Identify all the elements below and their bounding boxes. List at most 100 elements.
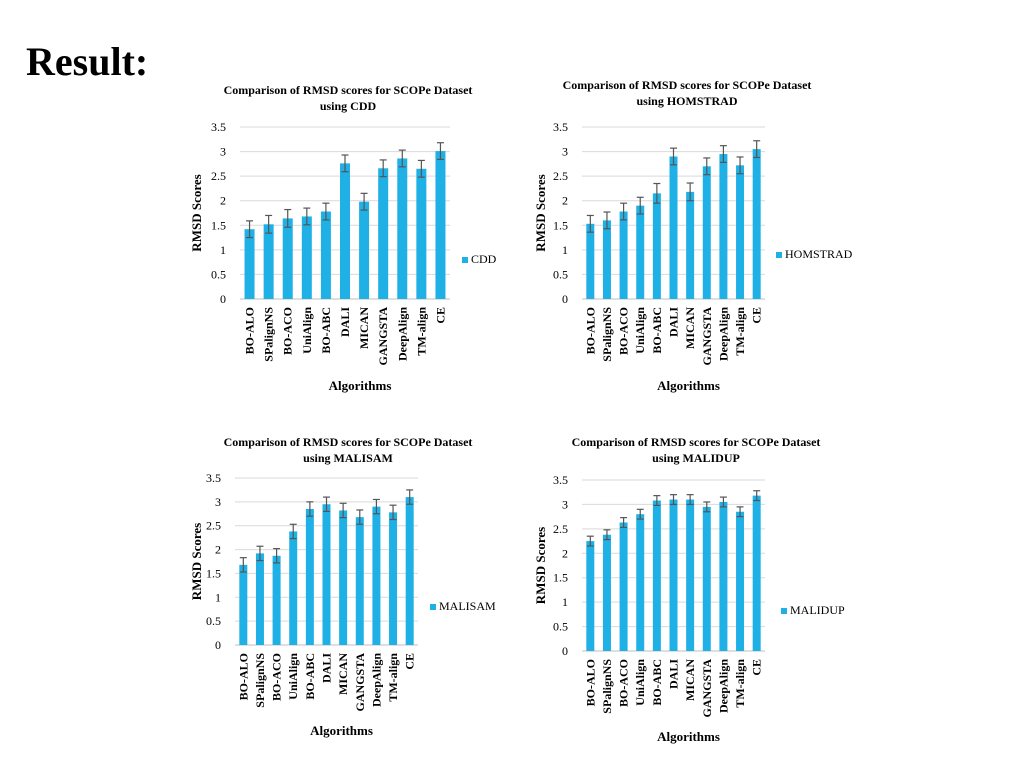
chart-title: Comparison of RMSD scores for SCOPe Data… [224, 83, 473, 97]
x-tick-label: BO-ABC [303, 653, 317, 700]
x-tick-label: BO-ACO [617, 659, 631, 707]
x-tick-label: DeepAlign [395, 307, 409, 361]
bar [255, 553, 264, 645]
y-tick-label: 3 [562, 497, 568, 511]
y-tick-label: 2 [215, 543, 221, 557]
y-tick-label: 0.5 [206, 614, 221, 628]
legend-swatch [776, 252, 782, 258]
x-tick-label: CE [750, 307, 764, 324]
y-tick-label: 0.5 [211, 267, 226, 281]
x-tick-label: CE [750, 659, 764, 676]
x-axis-label: Algorithms [310, 723, 373, 738]
x-tick-label: BO-ABC [650, 307, 664, 354]
bar [652, 500, 661, 651]
y-tick-label: 1.5 [206, 566, 221, 580]
bar [244, 229, 255, 299]
chart-subtitle: using CDD [320, 99, 377, 113]
bar [355, 517, 364, 645]
y-tick-label: 1 [215, 590, 221, 604]
y-tick-label: 2 [562, 194, 568, 208]
y-tick-label: 3 [562, 145, 568, 159]
bar [322, 504, 331, 645]
bar [619, 211, 628, 299]
x-tick-label: GANGSTA [700, 307, 714, 366]
x-tick-label: DeepAlign [716, 659, 730, 713]
x-tick-label: BO-ABC [319, 307, 333, 354]
x-tick-label: DALI [338, 307, 352, 337]
y-axis-label: RMSD Scores [533, 174, 548, 251]
bar [636, 514, 645, 651]
x-axis-label: Algorithms [657, 378, 720, 393]
bar [263, 224, 274, 299]
bar [389, 512, 398, 645]
y-tick-label: 3 [215, 495, 221, 509]
x-tick-label: CE [433, 307, 447, 324]
x-tick-label: UniAlign [286, 653, 300, 700]
y-tick-label: 0 [562, 292, 568, 306]
x-tick-label: BO-ACO [281, 307, 295, 355]
bar [586, 541, 595, 651]
y-axis-label: RMSD Scores [189, 523, 204, 600]
x-tick-label: UniAlign [300, 307, 314, 354]
x-tick-label: TM-align [733, 307, 747, 356]
x-tick-label: BO-ALO [243, 307, 257, 354]
x-axis-label: Algorithms [657, 729, 720, 744]
x-tick-label: BO-ABC [650, 659, 664, 706]
x-tick-label: BO-ALO [583, 659, 597, 706]
legend-swatch [430, 604, 436, 610]
bar [305, 509, 314, 645]
x-tick-label: DALI [320, 653, 334, 683]
bar [239, 564, 248, 645]
bar [752, 149, 761, 299]
y-tick-label: 2.5 [206, 519, 221, 533]
legend-label: HOMSTRAD [785, 247, 853, 261]
bar [372, 506, 381, 645]
bar [586, 223, 595, 299]
y-tick-label: 0 [562, 644, 568, 658]
y-tick-label: 1.5 [553, 218, 568, 232]
bar [702, 506, 711, 651]
bar [652, 193, 661, 299]
y-tick-label: 0 [215, 638, 221, 652]
x-tick-label: MICAN [683, 307, 697, 349]
chart-title: Comparison of RMSD scores for SCOPe Data… [224, 435, 473, 449]
bar [719, 154, 728, 299]
legend-label: MALISAM [439, 599, 496, 613]
x-tick-label: GANGSTA [353, 653, 367, 712]
x-tick-label: BO-ALO [236, 653, 250, 700]
bar [339, 510, 348, 645]
y-tick-label: 0 [220, 292, 226, 306]
legend-swatch [781, 608, 787, 614]
x-tick-label: GANGSTA [376, 307, 390, 366]
chart-malidup: Comparison of RMSD scores for SCOPe Data… [533, 435, 845, 744]
bar [719, 501, 728, 651]
y-tick-label: 2.5 [553, 522, 568, 536]
chart-subtitle: using MALIDUP [652, 451, 740, 465]
legend-label: CDD [471, 252, 497, 266]
x-axis-label: Algorithms [329, 378, 392, 393]
bar [435, 151, 446, 299]
y-tick-label: 2 [562, 546, 568, 560]
bar [272, 555, 281, 645]
x-tick-label: DeepAlign [369, 653, 383, 707]
y-tick-label: 2 [220, 194, 226, 208]
chart-title: Comparison of RMSD scores for SCOPe Data… [572, 435, 821, 449]
chart-subtitle: using HOMSTRAD [636, 94, 737, 108]
y-tick-label: 3.5 [553, 473, 568, 487]
y-tick-label: 0.5 [553, 620, 568, 634]
bar [289, 531, 298, 645]
bar [397, 158, 408, 299]
x-tick-label: SPalignNS [262, 307, 276, 362]
x-tick-label: TM-align [386, 653, 400, 702]
y-axis-label: RMSD Scores [189, 174, 204, 251]
bar [702, 166, 711, 299]
y-tick-label: 1 [562, 243, 568, 257]
y-tick-label: 3 [220, 145, 226, 159]
chart-cdd: Comparison of RMSD scores for SCOPe Data… [189, 83, 497, 393]
x-tick-label: SPalignNS [600, 307, 614, 362]
bar [669, 156, 678, 299]
bar [602, 534, 611, 651]
x-tick-label: SPalignNS [253, 653, 267, 708]
x-tick-label: BO-ALO [583, 307, 597, 354]
x-tick-label: TM-align [414, 307, 428, 356]
